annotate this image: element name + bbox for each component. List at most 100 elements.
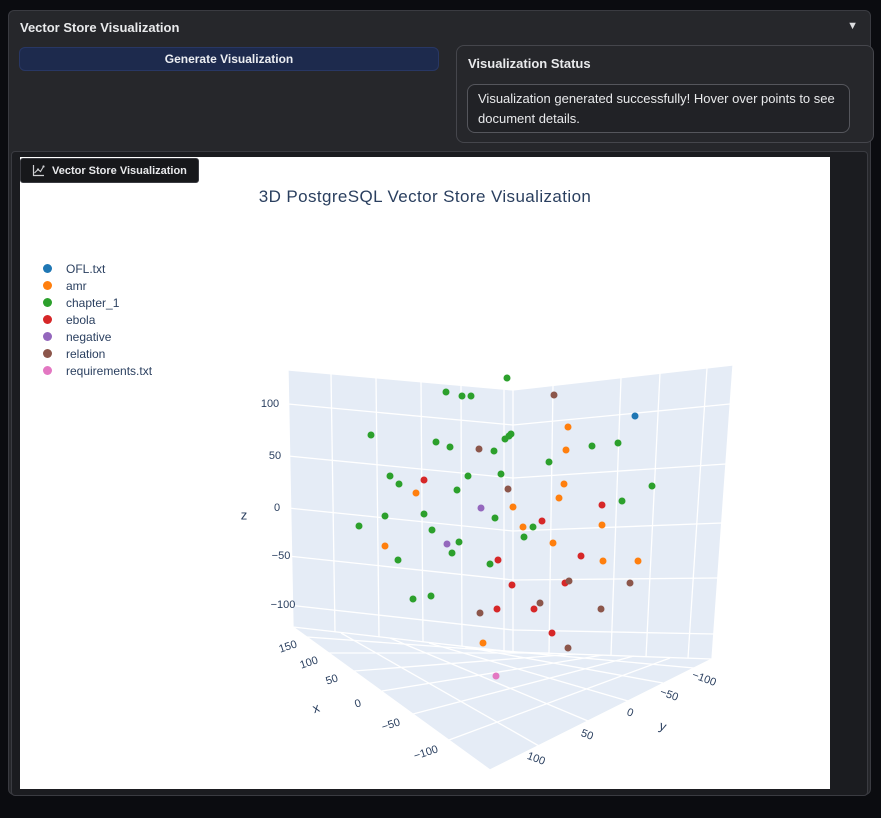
scatter-point-chapter_1[interactable] xyxy=(464,472,472,480)
scatter-point-chapter_1[interactable] xyxy=(432,438,440,446)
scatter-point-chapter_1[interactable] xyxy=(588,442,596,450)
scatter-point-relation[interactable] xyxy=(564,644,572,652)
legend-item[interactable]: relation xyxy=(43,345,152,362)
scatter-point-ebola[interactable] xyxy=(598,501,606,509)
scatter-point-chapter_1[interactable] xyxy=(381,512,389,520)
scatter-point-amr[interactable] xyxy=(560,480,568,488)
scatter-point-negative[interactable] xyxy=(443,540,451,548)
legend-item[interactable]: chapter_1 xyxy=(43,294,152,311)
scatter-point-chapter_1[interactable] xyxy=(501,435,509,443)
scatter-point-chapter_1[interactable] xyxy=(486,560,494,568)
scatter-point-chapter_1[interactable] xyxy=(497,470,505,478)
scatter-plot-icon xyxy=(32,165,45,177)
scatter-point-requirements.txt[interactable] xyxy=(492,672,500,680)
scatter-point-relation[interactable] xyxy=(550,391,558,399)
legend-swatch-icon xyxy=(43,281,52,290)
plot-title: 3D PostgreSQL Vector Store Visualization xyxy=(258,187,592,206)
z-axis-tick: −100 xyxy=(270,599,296,611)
scatter-point-relation[interactable] xyxy=(476,609,484,617)
scatter-point-amr[interactable] xyxy=(562,446,570,454)
scatter-point-chapter_1[interactable] xyxy=(409,595,417,603)
scatter-point-amr[interactable] xyxy=(555,494,563,502)
status-label: Visualization Status xyxy=(468,56,591,71)
legend-label: requirements.txt xyxy=(66,363,153,378)
scatter-point-OFL.txt[interactable] xyxy=(631,412,639,420)
scatter-point-chapter_1[interactable] xyxy=(490,447,498,455)
legend-swatch-icon xyxy=(43,315,52,324)
scatter-point-chapter_1[interactable] xyxy=(507,430,515,438)
scatter-point-chapter_1[interactable] xyxy=(458,392,466,400)
scatter-point-chapter_1[interactable] xyxy=(491,514,499,522)
scene-3d-box xyxy=(287,364,734,771)
scatter-point-ebola[interactable] xyxy=(420,476,428,484)
scatter-point-chapter_1[interactable] xyxy=(520,533,528,541)
legend-label: ebola xyxy=(66,312,96,327)
scatter-point-chapter_1[interactable] xyxy=(467,392,475,400)
scatter-point-amr[interactable] xyxy=(381,542,389,550)
scatter-point-amr[interactable] xyxy=(549,539,557,547)
legend-item[interactable]: requirements.txt xyxy=(43,362,152,379)
collapse-arrow-icon[interactable]: ▼ xyxy=(847,20,858,32)
scatter-point-chapter_1[interactable] xyxy=(442,388,450,396)
scatter-point-amr[interactable] xyxy=(564,423,572,431)
scatter-point-relation[interactable] xyxy=(475,445,483,453)
scatter-point-amr[interactable] xyxy=(509,503,517,511)
scatter-point-relation[interactable] xyxy=(565,577,573,585)
scatter-point-ebola[interactable] xyxy=(538,517,546,525)
scatter-point-ebola[interactable] xyxy=(548,629,556,637)
scatter-point-chapter_1[interactable] xyxy=(386,472,394,480)
scatter-point-amr[interactable] xyxy=(519,523,527,531)
scatter-point-chapter_1[interactable] xyxy=(448,549,456,557)
scatter-point-amr[interactable] xyxy=(479,639,487,647)
scatter-point-chapter_1[interactable] xyxy=(420,510,428,518)
scatter-point-chapter_1[interactable] xyxy=(618,497,626,505)
scatter-point-chapter_1[interactable] xyxy=(614,439,622,447)
scatter-point-amr[interactable] xyxy=(634,557,642,565)
scatter-point-relation[interactable] xyxy=(504,485,512,493)
legend-swatch-icon xyxy=(43,332,52,341)
legend-swatch-icon xyxy=(43,298,52,307)
scatter-point-negative[interactable] xyxy=(477,504,485,512)
legend-label: negative xyxy=(66,329,112,344)
scatter-point-chapter_1[interactable] xyxy=(427,592,435,600)
scatter-point-chapter_1[interactable] xyxy=(367,431,375,439)
scatter-point-ebola[interactable] xyxy=(508,581,516,589)
scatter-point-chapter_1[interactable] xyxy=(446,443,454,451)
legend-label: chapter_1 xyxy=(66,295,120,310)
plot-area[interactable]: 3D PostgreSQL Vector Store Visualization… xyxy=(20,157,830,789)
scatter-point-chapter_1[interactable] xyxy=(648,482,656,490)
scatter-point-ebola[interactable] xyxy=(561,579,569,587)
scatter-point-amr[interactable] xyxy=(598,521,606,529)
scatter-point-ebola[interactable] xyxy=(493,605,501,613)
scatter-point-chapter_1[interactable] xyxy=(453,486,461,494)
scatter-point-relation[interactable] xyxy=(597,605,605,613)
scatter-point-chapter_1[interactable] xyxy=(428,526,436,534)
scatter-point-amr[interactable] xyxy=(599,557,607,565)
plot-tab-label: Vector Store Visualization xyxy=(52,164,187,177)
legend-item[interactable]: OFL.txt xyxy=(43,260,152,277)
scatter-point-chapter_1[interactable] xyxy=(529,523,537,531)
z-axis-title: z xyxy=(240,507,248,523)
status-group: Visualization Status Visualization gener… xyxy=(456,45,874,143)
scatter-point-ebola[interactable] xyxy=(577,552,585,560)
scatter-point-chapter_1[interactable] xyxy=(503,374,511,382)
scatter-point-chapter_1[interactable] xyxy=(395,480,403,488)
scatter-point-chapter_1[interactable] xyxy=(545,458,553,466)
legend-label: amr xyxy=(66,278,87,293)
scatter-point-chapter_1[interactable] xyxy=(455,538,463,546)
scatter-point-ebola[interactable] xyxy=(530,605,538,613)
legend-item[interactable]: negative xyxy=(43,328,152,345)
scatter-point-chapter_1[interactable] xyxy=(355,522,363,530)
legend-swatch-icon xyxy=(43,264,52,273)
legend-item[interactable]: ebola xyxy=(43,311,152,328)
scatter-point-relation[interactable] xyxy=(536,599,544,607)
scatter-point-ebola[interactable] xyxy=(494,556,502,564)
generate-visualization-button[interactable]: Generate Visualization xyxy=(19,47,439,71)
scatter-point-chapter_1[interactable] xyxy=(394,556,402,564)
legend-label: relation xyxy=(66,346,106,361)
scatter-point-relation[interactable] xyxy=(626,579,634,587)
scatter-point-amr[interactable] xyxy=(412,489,420,497)
accordion-header[interactable]: Vector Store Visualization ▼ xyxy=(9,11,870,45)
legend-item[interactable]: amr xyxy=(43,277,152,294)
